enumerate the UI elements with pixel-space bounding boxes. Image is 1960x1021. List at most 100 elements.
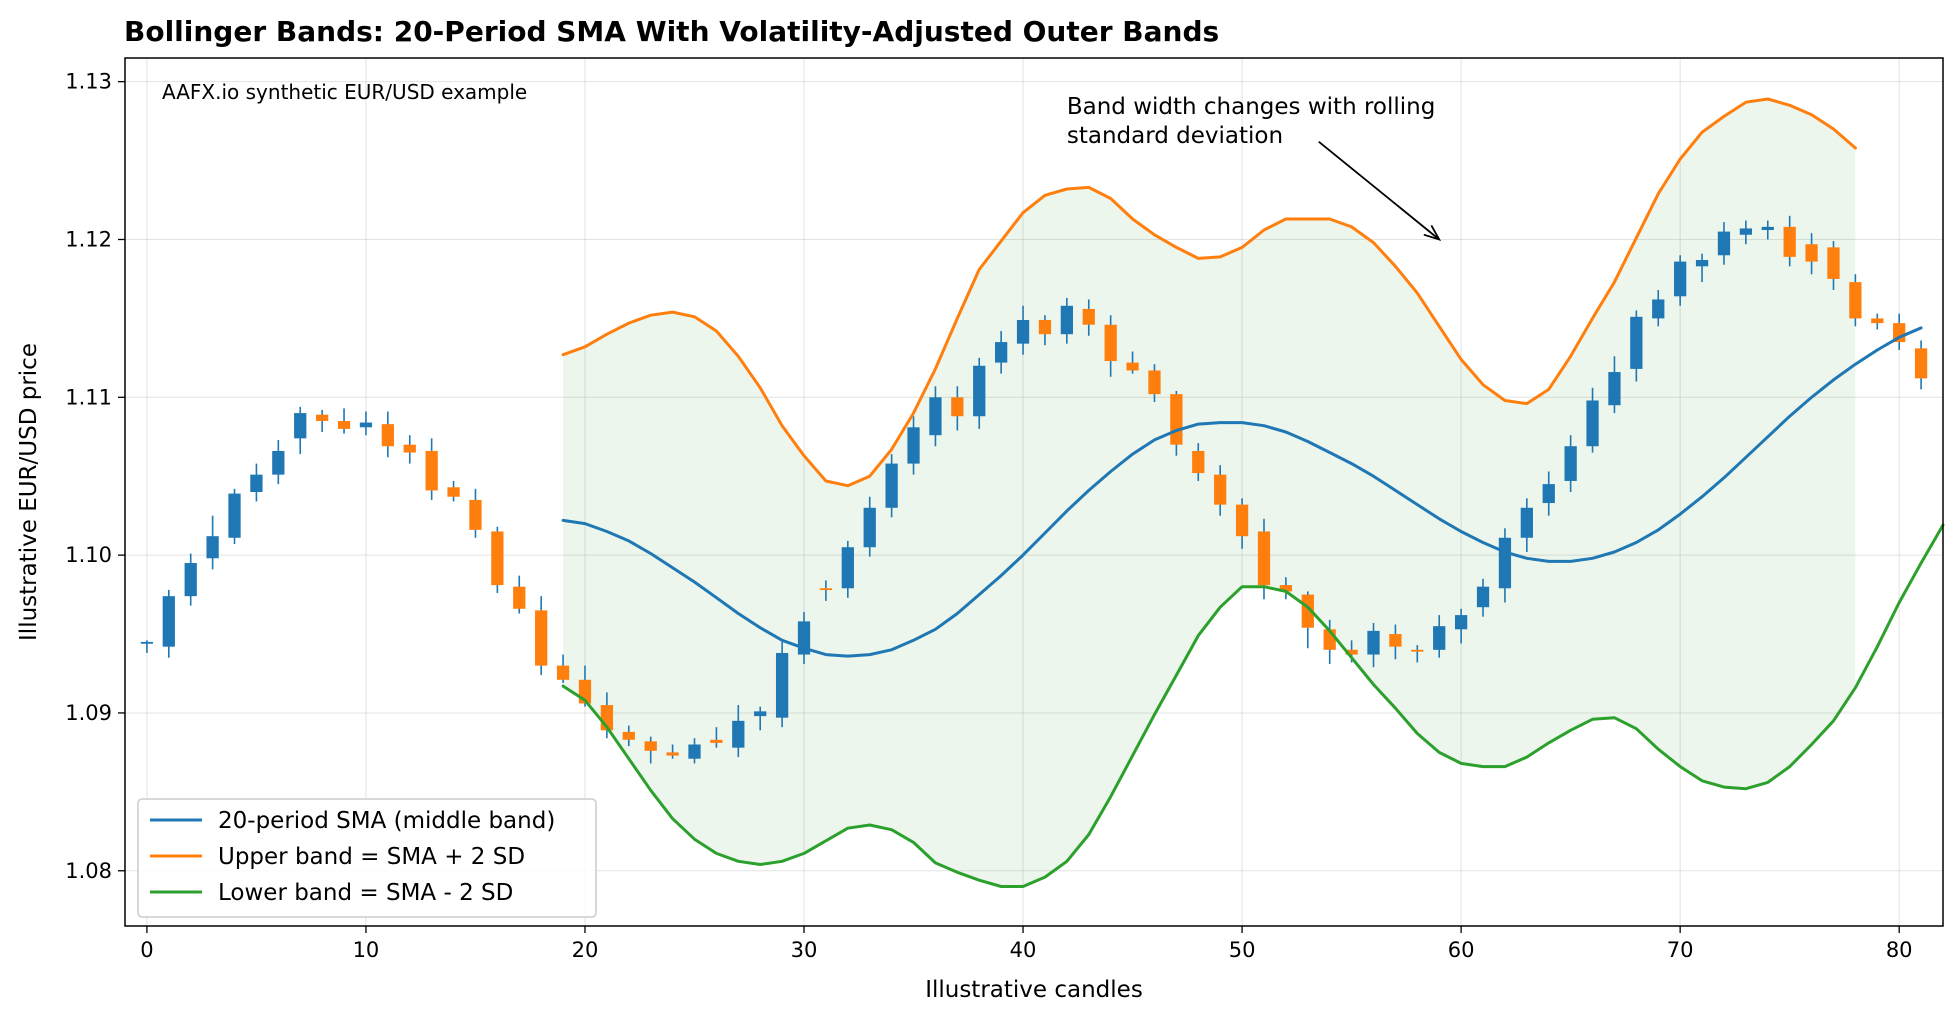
x-axis-label: Illustrative candles <box>925 977 1143 1003</box>
x-tick-label: 40 <box>1010 938 1037 962</box>
candle-body <box>1454 615 1468 630</box>
x-tick-label: 30 <box>791 938 818 962</box>
candle-body <box>1695 260 1709 267</box>
y-tick-label: 1.09 <box>65 701 112 725</box>
candle-body <box>556 665 570 680</box>
candle-body <box>1652 299 1665 319</box>
candle-body <box>447 487 460 497</box>
candle-body <box>907 427 920 464</box>
sma-line <box>561 326 1923 658</box>
candle-body <box>1060 305 1073 335</box>
x-tick-label: 20 <box>572 938 599 962</box>
candle-body <box>1849 282 1862 319</box>
x-tick-label: 10 <box>353 938 380 962</box>
candle-body <box>863 507 876 548</box>
x-tick-label: 50 <box>1229 938 1256 962</box>
candle-body <box>841 547 854 589</box>
chart-title: Bollinger Bands: 20-Period SMA With Vola… <box>124 15 1219 48</box>
candle-body <box>1235 504 1249 537</box>
candle-body <box>1214 474 1227 505</box>
candle-body <box>1914 348 1928 379</box>
candle-body <box>1016 319 1030 344</box>
axis-ticks: 0 10 20 30 40 50 60 70 80 1.08 1.09 1.10 1.11 1.12 1.1… <box>65 70 1912 962</box>
x-tick-label: 80 <box>1886 938 1913 962</box>
candle-body <box>1717 231 1731 256</box>
candle-body <box>1170 394 1183 445</box>
candle-body <box>469 499 482 530</box>
candle-body <box>1126 362 1139 371</box>
candle-body <box>1038 319 1052 335</box>
y-axis-label: Illustrative EUR/USD price <box>16 343 42 641</box>
candle-body <box>1761 226 1774 231</box>
candle-body <box>184 563 197 597</box>
legend-frame <box>137 798 597 918</box>
candle-body <box>162 596 175 647</box>
legend-label-upper: Upper band = SMA + 2 SD <box>218 844 525 870</box>
source-note: AAFX.io synthetic EUR/USD example <box>162 80 527 104</box>
candle-body <box>1257 531 1271 586</box>
candle-body <box>1542 484 1555 504</box>
plot-frame <box>124 57 1944 927</box>
candle-body <box>228 493 241 538</box>
candle-body <box>1564 446 1577 481</box>
annotation-arrowhead <box>1423 224 1442 242</box>
candle-body <box>732 720 745 748</box>
candle-body <box>315 414 329 421</box>
candle-body <box>381 424 394 447</box>
candle-body <box>951 397 964 417</box>
candle-body <box>535 610 548 666</box>
annotation-arrow-line <box>1318 140 1440 241</box>
candle-body <box>1433 626 1446 650</box>
band-fill <box>563 99 1856 887</box>
upper-band-line <box>561 97 1857 488</box>
x-tick-label: 0 <box>140 938 153 962</box>
y-tick-label: 1.10 <box>65 543 112 567</box>
candle-body <box>1498 537 1512 589</box>
y-tick-label: 1.11 <box>65 385 112 409</box>
candle-body <box>1739 228 1753 235</box>
legend-label-sma: 20-period SMA (middle band) <box>218 808 555 834</box>
candle-body <box>1674 261 1687 297</box>
candle-body <box>1367 630 1380 655</box>
grid <box>125 58 1943 926</box>
candle-body <box>1827 247 1840 279</box>
candle-body <box>710 739 723 743</box>
candle-body <box>1148 370 1161 395</box>
candle-body <box>1301 594 1314 628</box>
candle-body <box>1345 649 1358 655</box>
candle-body <box>1389 634 1402 647</box>
band-fill-layer <box>563 99 1856 887</box>
candle-body <box>337 420 351 429</box>
candle-body <box>425 450 438 491</box>
candle-body <box>1476 586 1490 608</box>
y-tick-label: 1.08 <box>65 859 112 883</box>
candle-body <box>1783 226 1796 257</box>
x-tick-label: 60 <box>1448 938 1475 962</box>
band-lines <box>561 97 1945 888</box>
candle-body <box>1104 324 1117 362</box>
candle-body <box>513 586 526 609</box>
candles <box>140 215 1928 764</box>
candle-body <box>359 422 373 428</box>
annotation: Band width changes with rolling standard… <box>1067 94 1442 242</box>
candle-body <box>206 536 219 559</box>
legend-label-lower: Lower band = SMA - 2 SD <box>218 880 513 906</box>
y-tick-label: 1.12 <box>65 227 112 251</box>
candle-body <box>775 652 789 718</box>
x-tick-label: 70 <box>1667 938 1694 962</box>
candle-body <box>819 588 833 591</box>
annotation-text-line-2: standard deviation <box>1067 123 1283 149</box>
candle-body <box>1520 507 1533 538</box>
candle-body <box>403 444 416 453</box>
candle-body <box>1805 244 1818 262</box>
candle-body <box>995 342 1008 363</box>
candle-body <box>1411 649 1424 652</box>
annotation-text-line-1: Band width changes with rolling <box>1067 94 1435 120</box>
candle-body <box>1630 316 1643 369</box>
lower-band-line <box>561 523 1945 888</box>
candle-body <box>1082 308 1095 325</box>
candle-body <box>688 744 701 759</box>
candle-body <box>1586 400 1599 447</box>
candle-body <box>1192 450 1205 474</box>
